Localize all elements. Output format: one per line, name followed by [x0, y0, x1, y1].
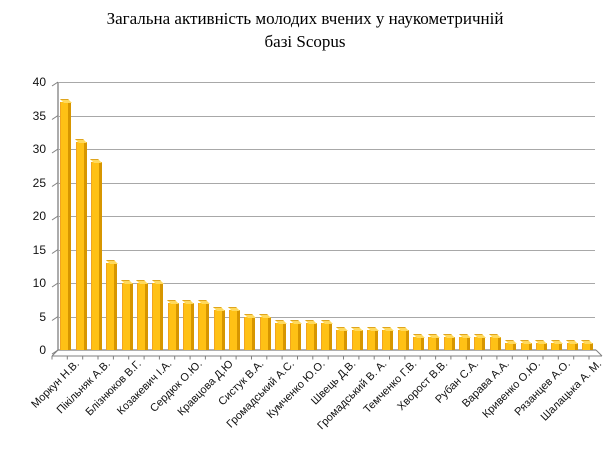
bar-25	[428, 336, 440, 350]
chart-title: Загальна активність молодих вчених у нау…	[106, 9, 504, 51]
gridline-25	[58, 182, 595, 184]
bar-9	[182, 303, 194, 350]
bar-21	[367, 329, 378, 350]
bar-33	[551, 343, 563, 350]
bar-4	[106, 262, 118, 350]
bar-27	[459, 336, 471, 350]
bar-24	[413, 336, 425, 350]
bar-29	[489, 336, 501, 350]
y-tick-label-25: 25	[32, 175, 46, 190]
bar-23	[397, 329, 409, 350]
plot-area	[58, 82, 595, 350]
bar-7	[152, 283, 164, 350]
bar-17	[305, 323, 317, 350]
bar-12	[228, 309, 240, 350]
bar-31	[520, 343, 532, 350]
y-tick-label-35: 35	[32, 108, 46, 123]
bar-3	[90, 162, 102, 350]
gridline-10	[58, 283, 595, 284]
gridline-40	[58, 82, 595, 83]
y-tick-label-10: 10	[32, 276, 46, 290]
bar-34	[566, 343, 578, 350]
bar-15	[275, 323, 286, 350]
bar-20	[351, 329, 363, 350]
bar-2	[75, 142, 87, 350]
bar-18	[321, 323, 332, 350]
bar-26	[443, 336, 455, 350]
bar-35	[581, 343, 593, 350]
gridline-30	[58, 149, 595, 150]
bar-32	[535, 343, 547, 350]
y-tick-label-40: 40	[32, 75, 46, 89]
gridline-15	[58, 249, 595, 251]
y-tick-label-20: 20	[32, 209, 46, 223]
gridline-20	[58, 216, 595, 217]
bar-16	[290, 323, 302, 350]
y-tick-label-30: 30	[32, 142, 46, 156]
bar-22	[382, 329, 394, 350]
bar-28	[474, 336, 486, 350]
bar-5	[121, 283, 133, 350]
bar-10	[198, 303, 210, 350]
y-tick-label-5: 5	[39, 309, 46, 324]
gridline-35	[58, 115, 595, 117]
gridline-5	[58, 316, 595, 318]
bar-11	[213, 309, 225, 350]
bar-8	[167, 303, 179, 350]
bar-19	[336, 329, 348, 350]
bar-13	[244, 316, 256, 350]
bar-1	[60, 102, 72, 350]
y-tick-label-15: 15	[32, 242, 46, 257]
y-tick-label-0: 0	[39, 343, 46, 357]
bar-6	[136, 283, 148, 350]
bar-14	[259, 316, 271, 350]
bar-30	[505, 343, 517, 350]
